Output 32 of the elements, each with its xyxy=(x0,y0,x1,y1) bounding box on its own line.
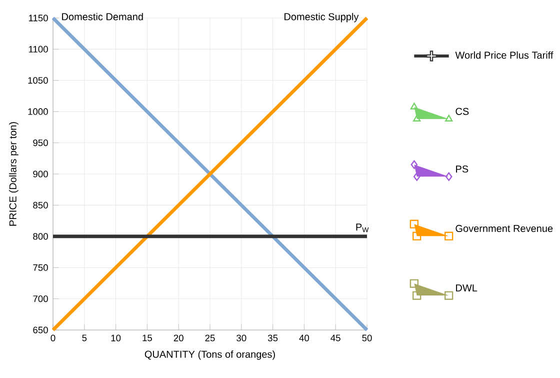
legend-label: PS xyxy=(456,165,468,173)
y-axis-title: PRICE (Dollars per ton) xyxy=(9,122,18,226)
series-label: Domestic Supply xyxy=(284,12,359,22)
x-tick-label: 15 xyxy=(142,334,152,342)
x-tick-label: 45 xyxy=(330,334,340,342)
legend-label: World Price Plus Tariff xyxy=(455,51,554,59)
x-tick-label: 10 xyxy=(111,334,121,342)
x-tick-label: 30 xyxy=(236,334,246,342)
y-tick-label: 850 xyxy=(33,202,48,208)
y-tick-label: 900 xyxy=(33,170,48,178)
y-tick-label: 800 xyxy=(33,233,48,240)
y-tick-label: 650 xyxy=(33,326,48,334)
series-label: P$_{W}$ xyxy=(356,224,369,232)
x-tick-label: 50 xyxy=(362,334,372,342)
x-tick-label: 40 xyxy=(299,334,310,342)
legend-label: CS xyxy=(456,108,469,115)
x-tick-label: 0 xyxy=(50,334,56,342)
y-tick-label: 1000 xyxy=(28,108,48,115)
y-tick-label: 750 xyxy=(33,264,48,271)
y-tick-label: 1150 xyxy=(28,14,48,22)
x-tick-label: 5 xyxy=(82,334,87,342)
legend-label: Government Revenue xyxy=(456,224,553,232)
y-tick-label: 950 xyxy=(33,140,48,146)
x-tick-label: 20 xyxy=(174,334,184,342)
series-label: Domestic Demand xyxy=(62,12,143,20)
legend-label: DWL xyxy=(456,284,478,292)
y-tick-label: 1100 xyxy=(28,46,48,52)
y-tick-label: 700 xyxy=(33,295,48,302)
y-tick-label: 1050 xyxy=(28,77,48,84)
x-axis-title: QUANTITY (Tons of oranges) xyxy=(144,350,275,360)
x-tick-label: 35 xyxy=(268,334,278,342)
x-tick-label: 25 xyxy=(205,334,215,342)
